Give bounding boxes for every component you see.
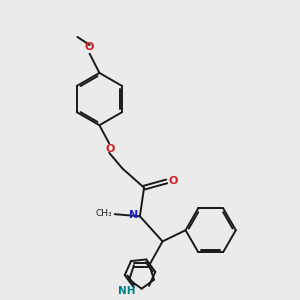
Text: CH₃: CH₃ xyxy=(95,209,112,218)
Text: O: O xyxy=(85,42,94,52)
Text: NH: NH xyxy=(118,286,135,296)
Text: O: O xyxy=(105,144,115,154)
Text: N: N xyxy=(129,210,139,220)
Text: O: O xyxy=(169,176,178,186)
